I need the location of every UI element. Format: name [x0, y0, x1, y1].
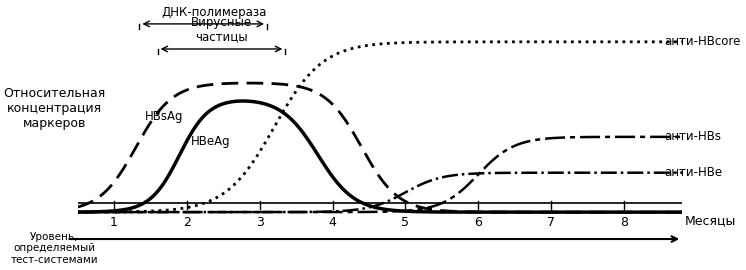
Text: анти-HBs: анти-HBs [665, 130, 721, 143]
Text: 1: 1 [110, 216, 118, 229]
Text: анти-HBe: анти-HBe [665, 166, 723, 179]
Text: Уровень,
определяемый
тест-системами: Уровень, определяемый тест-системами [10, 232, 98, 265]
Text: 2: 2 [183, 216, 191, 229]
Text: Месяцы: Месяцы [685, 214, 736, 227]
Text: 7: 7 [547, 216, 555, 229]
Text: анти-HBcore: анти-HBcore [665, 35, 741, 48]
Text: HBeAg: HBeAg [190, 135, 230, 148]
Text: Вирусные
частицы: Вирусные частицы [191, 16, 252, 44]
Text: 4: 4 [328, 216, 336, 229]
Text: 3: 3 [256, 216, 263, 229]
Text: HBsAg: HBsAg [145, 110, 183, 123]
Text: 8: 8 [620, 216, 628, 229]
Text: ДНК-полимераза: ДНК-полимераза [161, 5, 267, 19]
Text: 5: 5 [401, 216, 410, 229]
Text: Относительная
концентрация
маркеров: Относительная концентрация маркеров [3, 87, 105, 130]
Text: 6: 6 [474, 216, 482, 229]
